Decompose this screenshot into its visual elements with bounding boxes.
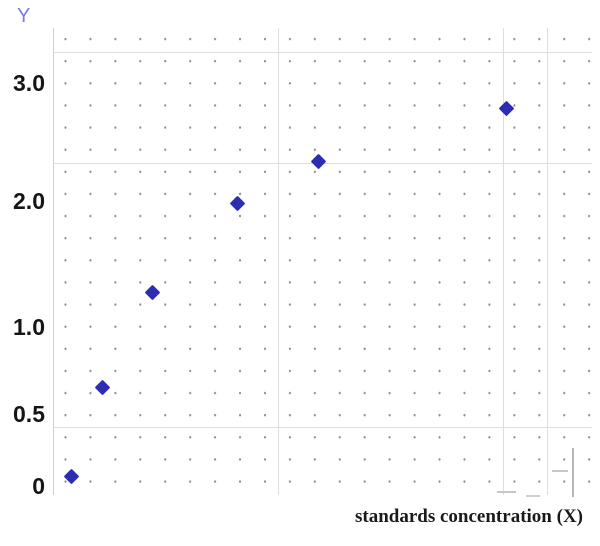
data-point-diamond bbox=[63, 468, 79, 484]
data-point-diamond bbox=[94, 379, 110, 395]
grid-major-hline bbox=[53, 427, 592, 428]
data-point-diamond bbox=[498, 100, 514, 116]
ghost-ui-fragment bbox=[526, 495, 540, 497]
y-axis-title: Y bbox=[17, 5, 32, 27]
grid-major-vline bbox=[278, 28, 279, 495]
grid-major-vline bbox=[547, 28, 548, 495]
y-tick-label: 0 bbox=[32, 473, 45, 499]
grid-major-hline bbox=[53, 52, 592, 53]
data-point-diamond bbox=[310, 153, 326, 169]
x-axis-title: standards concentration (X) bbox=[355, 506, 583, 527]
data-point-diamond bbox=[229, 195, 245, 211]
grid-major-vline bbox=[53, 28, 54, 495]
ghost-ui-fragment bbox=[572, 448, 574, 497]
ghost-ui-fragment bbox=[497, 491, 516, 493]
ghost-ui-fragment bbox=[552, 470, 568, 472]
data-point-diamond bbox=[144, 284, 160, 300]
y-tick-label: 0.5 bbox=[13, 401, 45, 427]
y-tick-label: 1.0 bbox=[13, 314, 45, 340]
grid-major-vline bbox=[503, 28, 504, 495]
plot-area bbox=[53, 28, 592, 495]
y-tick-label: 3.0 bbox=[13, 70, 45, 96]
y-tick-label: 2.0 bbox=[13, 188, 45, 214]
